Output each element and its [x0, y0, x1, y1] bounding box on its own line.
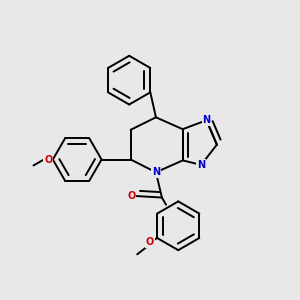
- Text: O: O: [44, 154, 52, 164]
- Text: N: N: [202, 115, 211, 125]
- Text: N: N: [152, 167, 160, 177]
- Text: O: O: [127, 191, 135, 201]
- Text: N: N: [197, 160, 205, 170]
- Text: O: O: [146, 237, 154, 248]
